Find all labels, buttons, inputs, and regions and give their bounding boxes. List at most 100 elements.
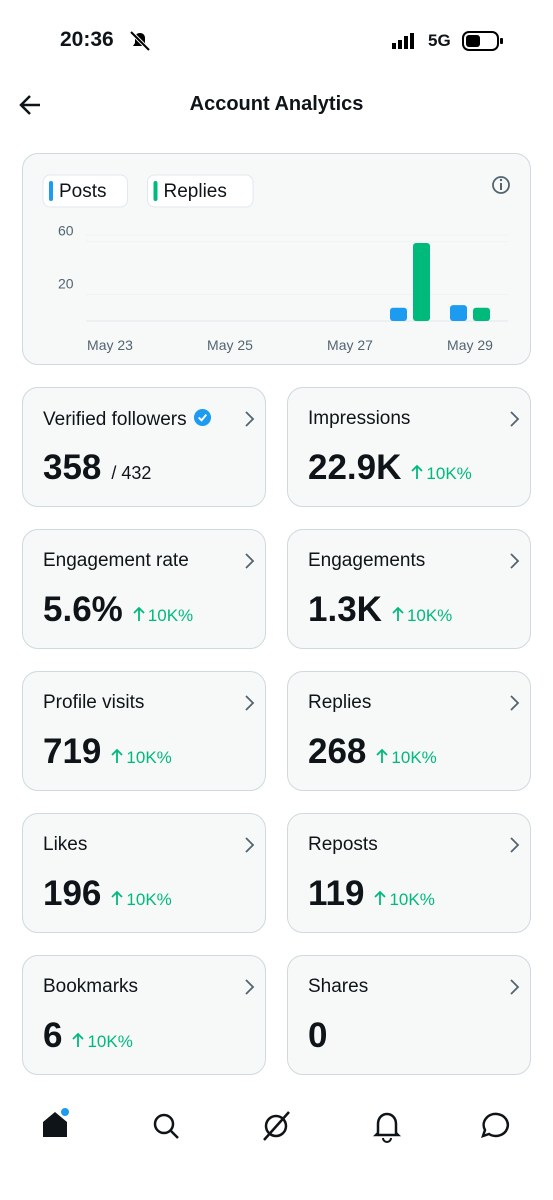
stat-label: Shares (308, 976, 368, 998)
x-tick-label: May 27 (327, 337, 373, 353)
stat-card[interactable]: Replies 268 10K% (287, 671, 531, 791)
stat-value-row: 22.9K 10K% (308, 448, 472, 488)
chevron (243, 552, 255, 575)
stat-label: Impressions (308, 408, 410, 430)
stat-change-text: 10K% (126, 890, 172, 909)
chevron (508, 836, 520, 859)
stat-change: 10K% (392, 606, 452, 625)
info-icon-dot (499, 178, 502, 181)
stat-change: 10K% (411, 464, 472, 485)
stat-value: 196 (43, 874, 102, 913)
stat-value: 5.6% (43, 590, 123, 629)
y-tick-label: 60 (58, 222, 74, 238)
chevron (243, 410, 255, 433)
legend-label: Posts (59, 181, 107, 202)
status-time: 20:36 (60, 28, 114, 51)
stat-label: Profile visits (43, 692, 144, 714)
stat-label-text: Engagements (308, 550, 426, 571)
stat-total: / 432 (111, 463, 152, 483)
battery-icon (462, 31, 503, 51)
stat-value-row: 5.6% 10K% (43, 590, 193, 630)
stat-label-text: Impressions (308, 408, 411, 429)
stat-value: 0 (308, 1016, 328, 1055)
stat-value: 6 (43, 1016, 63, 1055)
bar (449, 304, 467, 321)
chart: Posts Replies 20 60 May 23 May 25 May 27 May 29 (42, 174, 510, 353)
legend-swatch (48, 180, 53, 201)
header-title: Account Analytics (189, 93, 364, 115)
stat-label-text: Bookmarks (43, 976, 139, 997)
legend-label: Replies (163, 181, 226, 202)
stat-card[interactable]: Likes 196 10K% (22, 813, 266, 933)
bar (472, 307, 490, 321)
stat-label: Replies (308, 692, 371, 714)
stat-card[interactable]: Bookmarks 6 10K% (22, 955, 266, 1075)
stat-value-row: 6 10K% (43, 1016, 133, 1056)
stat-label: Likes (43, 834, 87, 856)
stat-card[interactable]: Verified followers 358 / 432 (22, 387, 266, 507)
back-button[interactable] (18, 93, 44, 117)
chevron (243, 978, 255, 1001)
stat-label-text: Replies (308, 692, 372, 713)
stat-change: 10K% (111, 748, 172, 769)
stat-label-text: Profile visits (43, 692, 145, 713)
up-arrow (72, 1032, 85, 1053)
stat-change: 10K% (111, 890, 172, 909)
up-arrow (376, 748, 389, 769)
stat-label: Engagements (308, 550, 425, 572)
nav-notifications[interactable] (372, 1112, 402, 1143)
stat-change-text: 10K% (126, 748, 172, 767)
stat-card[interactable]: Engagement rate 5.6% 10K% (22, 529, 266, 649)
chevron (508, 694, 520, 717)
stat-card[interactable]: Engagements 1.3K 10K% (287, 529, 531, 649)
mute-icon (129, 30, 151, 52)
verified-badge (193, 408, 212, 433)
stat-card[interactable]: Impressions 22.9K 10K% (287, 387, 531, 507)
stat-change: 10K% (72, 1032, 133, 1053)
stat-value-row: 719 10K% (43, 732, 172, 772)
stat-label-text: Likes (43, 834, 88, 855)
x-tick-label: May 23 (87, 337, 133, 353)
stat-change-text: 10K% (389, 890, 435, 909)
nav-messages[interactable] (481, 1112, 509, 1138)
nav-home[interactable] (43, 1108, 69, 1137)
chevron (508, 410, 520, 433)
up-arrow (392, 606, 404, 627)
x-tick-label: May 29 (447, 337, 493, 353)
stat-value-row: 358 / 432 (43, 448, 151, 488)
up-arrow (111, 748, 124, 769)
x-tick-label: May 25 (207, 337, 253, 353)
stat-change-text: 10K% (147, 606, 194, 625)
stat-change: 10K% (376, 748, 437, 769)
stat-label-text: Verified followers (43, 409, 187, 430)
chevron (508, 552, 520, 575)
stat-card[interactable]: Reposts 119 10K% (287, 813, 531, 933)
network: 5G (428, 31, 451, 50)
chevron (508, 978, 520, 1001)
stat-card[interactable]: Profile visits 719 10K% (22, 671, 266, 791)
stat-change: 10K% (374, 890, 435, 909)
nav-grok[interactable] (263, 1111, 290, 1141)
stat-change-text: 10K% (87, 1032, 133, 1051)
legend-chip (146, 174, 253, 207)
chevron (243, 836, 255, 859)
info-icon[interactable] (491, 175, 510, 194)
stat-card[interactable]: Shares 0 (287, 955, 531, 1075)
stat-value-row: 119 10K% (308, 874, 435, 914)
nav-search[interactable] (153, 1113, 179, 1139)
stat-label-text: Shares (308, 976, 369, 997)
bottom-nav (43, 1108, 509, 1143)
stat-value-row: 0 (308, 1016, 327, 1056)
stat-value: 268 (308, 732, 367, 771)
chart-card: Posts Replies 20 60 May 23 May 25 May 27 May 29 (22, 153, 531, 365)
stat-value-row: 268 10K% (308, 732, 437, 772)
stat-value-row: 196 10K% (43, 874, 172, 914)
stat-value: 358 (43, 448, 102, 487)
stat-label-text: Engagement rate (43, 550, 189, 571)
up-arrow (411, 464, 424, 485)
y-tick-label: 20 (58, 275, 74, 291)
stat-label: Reposts (308, 834, 378, 856)
stat-label-text: Reposts (308, 834, 378, 855)
stat-label: Engagement rate (43, 550, 189, 572)
